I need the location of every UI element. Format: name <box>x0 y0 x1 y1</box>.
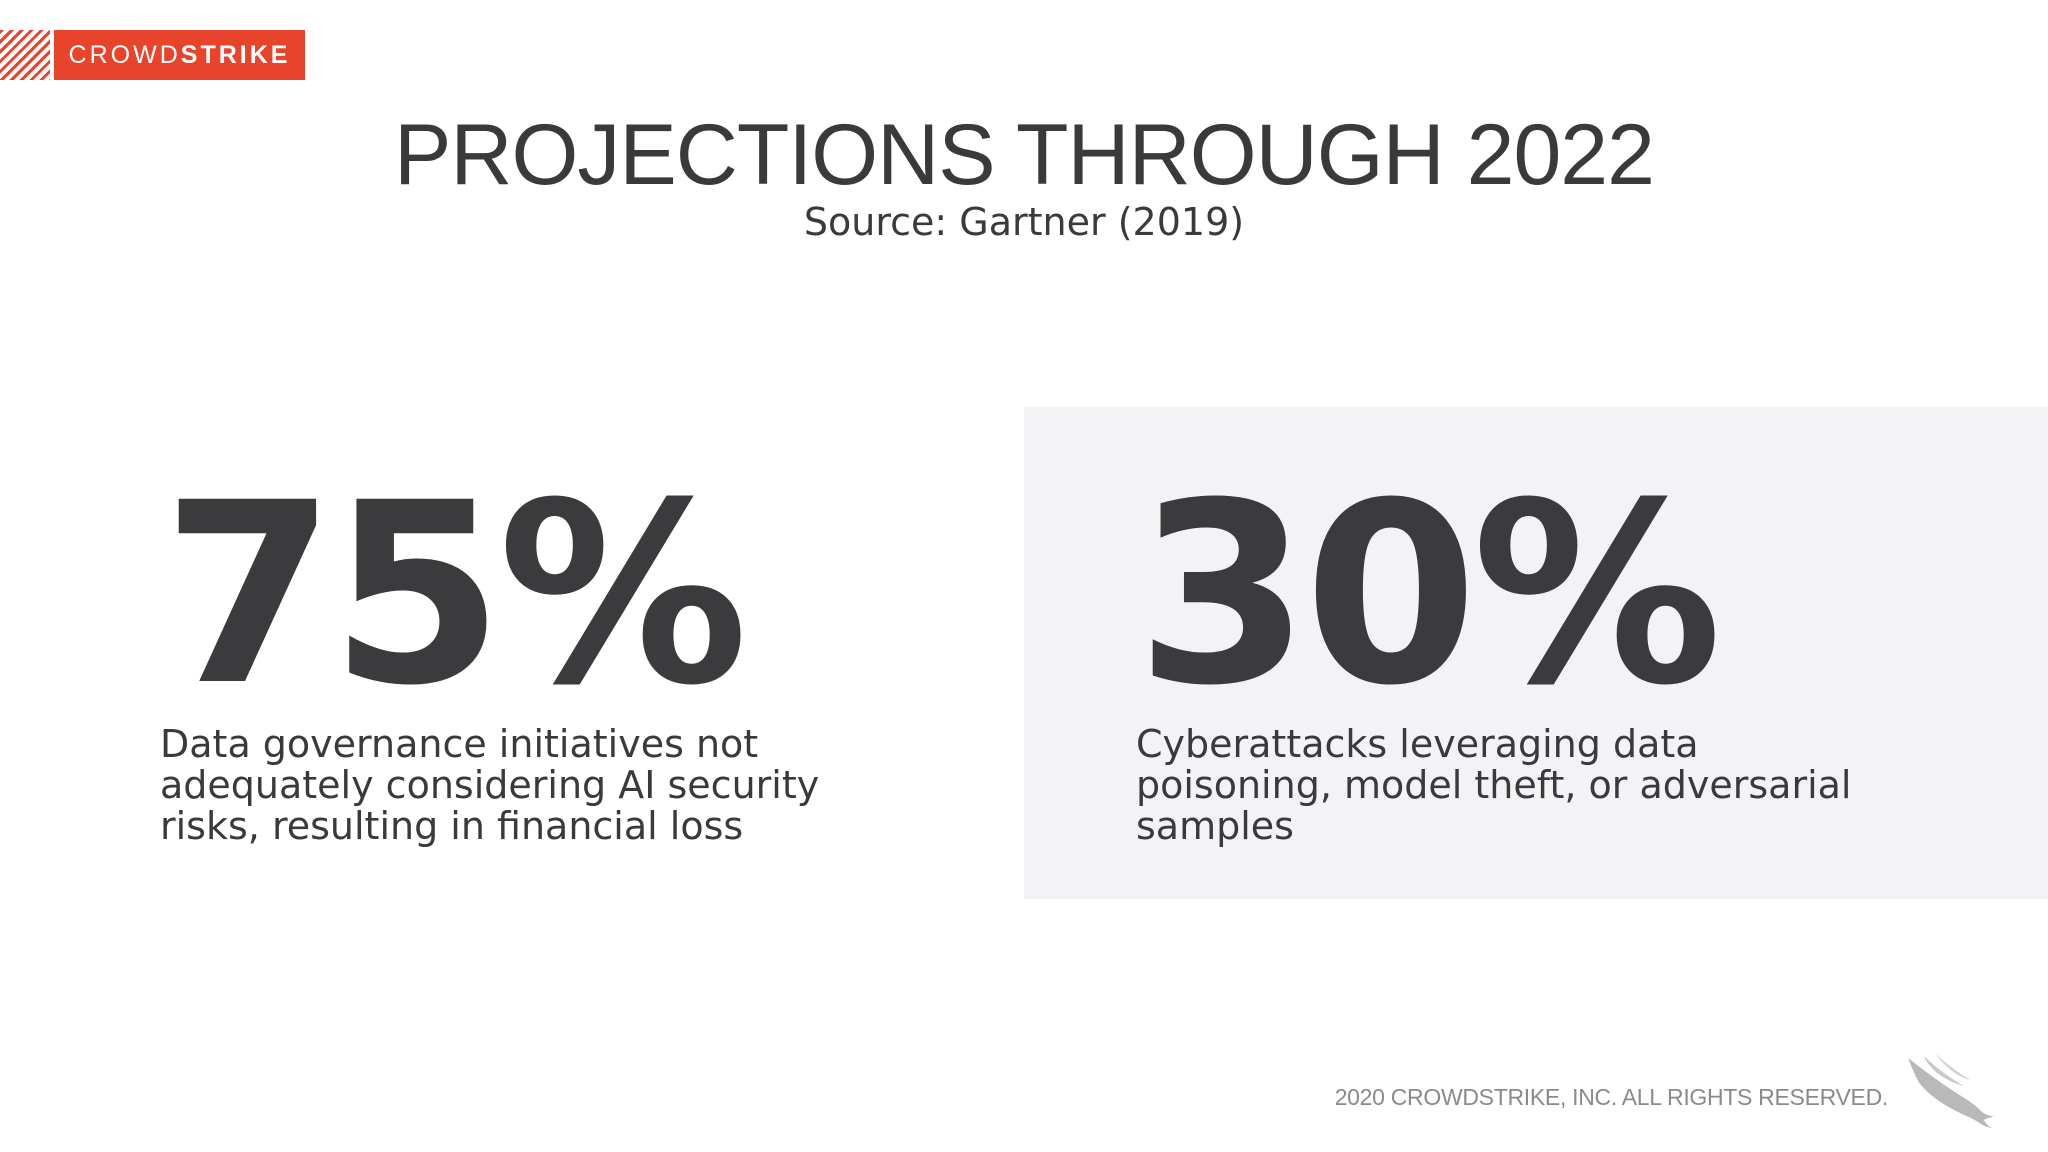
stat-value-right: 30% <box>1136 449 1722 740</box>
copyright-notice: 2020 CROWDSTRIKE, INC. ALL RIGHTS RESERV… <box>1334 1084 1889 1110</box>
stat-description-right: Cyberattacks leveraging data poisoning, … <box>1136 722 1852 848</box>
stat-value-left: 75% <box>162 449 748 740</box>
logo-stripes <box>0 30 50 80</box>
falcon-icon <box>1908 1054 1994 1128</box>
crowdstrike-logo: CROWD STRIKE <box>0 30 305 80</box>
slide-title: PROJECTIONS THROUGH 2022 <box>394 107 1655 203</box>
logo-wordmark: CROWD STRIKE <box>54 30 305 80</box>
stat-description-left: Data governance initiatives not adequate… <box>160 722 820 848</box>
logo-text-crowd: CROWD <box>68 40 181 69</box>
slide-subtitle: Source: Gartner (2019) <box>803 200 1245 244</box>
logo-text-strike: STRIKE <box>180 40 291 69</box>
highlight-panel <box>1024 407 2048 899</box>
